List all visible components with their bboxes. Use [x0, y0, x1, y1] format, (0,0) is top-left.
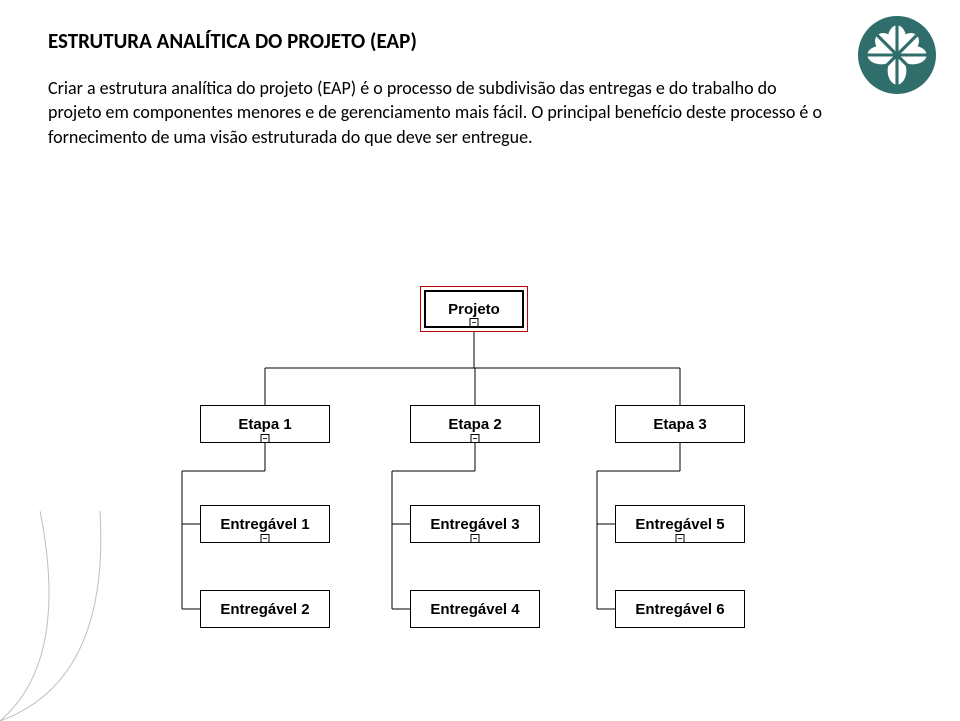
collapse-tick-icon: – [471, 434, 480, 443]
collapse-tick-icon: – [676, 534, 685, 543]
node-e5: Entregável 5– [615, 505, 745, 543]
node-e6: Entregável 6 [615, 590, 745, 628]
node-e4: Entregável 4 [410, 590, 540, 628]
brand-logo [858, 16, 936, 94]
node-root: Projeto– [424, 290, 524, 328]
body-paragraph: Criar a estrutura analítica do projeto (… [48, 76, 828, 149]
node-e2: Entregável 2 [200, 590, 330, 628]
collapse-tick-icon: – [261, 434, 270, 443]
collapse-tick-icon: – [471, 534, 480, 543]
wbs-diagram: Projeto– Etapa 1– Etapa 2– Etapa 3 Entregáve… [160, 290, 800, 690]
node-e1: Entregável 1– [200, 505, 330, 543]
diagram-connectors [160, 290, 800, 690]
collapse-tick-icon: – [470, 318, 479, 327]
decorative-curve [0, 511, 160, 721]
page-title: ESTRUTURA ANALÍTICA DO PROJETO (EAP) [48, 28, 912, 54]
node-etapa2: Etapa 2– [410, 405, 540, 443]
collapse-tick-icon: – [261, 534, 270, 543]
node-e3: Entregável 3– [410, 505, 540, 543]
node-etapa3: Etapa 3 [615, 405, 745, 443]
slide-page: ESTRUTURA ANALÍTICA DO PROJETO (EAP) Cri… [0, 0, 960, 721]
node-etapa1: Etapa 1– [200, 405, 330, 443]
